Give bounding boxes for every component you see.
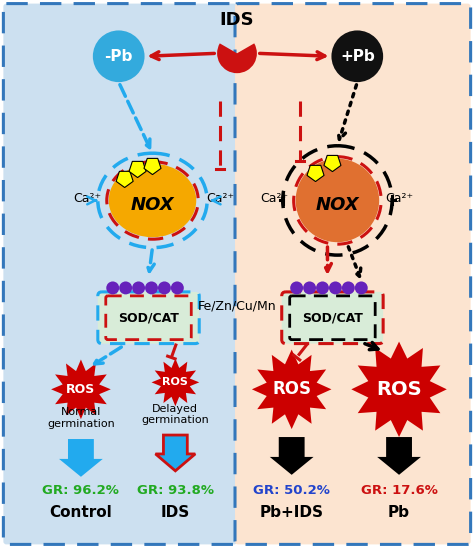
Circle shape — [290, 282, 303, 294]
Polygon shape — [51, 359, 111, 419]
Circle shape — [106, 282, 119, 294]
Circle shape — [329, 282, 342, 294]
Text: ROS: ROS — [66, 383, 96, 396]
Polygon shape — [155, 435, 195, 471]
Polygon shape — [59, 439, 103, 477]
Text: ROS: ROS — [376, 380, 422, 399]
Circle shape — [158, 282, 171, 294]
Text: Pb: Pb — [388, 505, 410, 520]
Text: Ca²⁺: Ca²⁺ — [261, 192, 289, 205]
Text: Ca²⁺: Ca²⁺ — [73, 192, 101, 205]
Circle shape — [331, 31, 383, 82]
Wedge shape — [217, 43, 257, 73]
Circle shape — [132, 282, 145, 294]
Text: Ca²⁺: Ca²⁺ — [206, 192, 234, 205]
Text: NOX: NOX — [131, 196, 174, 214]
Polygon shape — [152, 358, 199, 406]
Text: Normal
germination: Normal germination — [47, 408, 115, 429]
Circle shape — [355, 282, 368, 294]
Polygon shape — [377, 437, 421, 475]
Text: NOX: NOX — [316, 196, 359, 214]
Text: +Pb: +Pb — [340, 49, 374, 64]
Circle shape — [145, 282, 158, 294]
Text: Fe/Zn/Cu/Mn: Fe/Zn/Cu/Mn — [198, 299, 276, 312]
Text: SOD/CAT: SOD/CAT — [118, 311, 179, 324]
Circle shape — [342, 282, 355, 294]
Text: GR: 96.2%: GR: 96.2% — [43, 484, 119, 497]
Polygon shape — [252, 350, 331, 429]
Text: IDS: IDS — [219, 10, 255, 28]
Circle shape — [296, 159, 379, 242]
Text: -Pb: -Pb — [104, 49, 133, 64]
Text: SOD/CAT: SOD/CAT — [302, 311, 363, 324]
Text: IDS: IDS — [161, 505, 190, 520]
Ellipse shape — [109, 164, 196, 237]
FancyBboxPatch shape — [282, 292, 383, 344]
Circle shape — [93, 31, 145, 82]
Text: Control: Control — [50, 505, 112, 520]
Circle shape — [303, 282, 316, 294]
FancyBboxPatch shape — [98, 292, 199, 344]
Circle shape — [119, 282, 132, 294]
Text: ROS: ROS — [272, 380, 311, 398]
Text: Pb+IDS: Pb+IDS — [260, 505, 324, 520]
FancyBboxPatch shape — [235, 4, 471, 544]
Polygon shape — [270, 437, 313, 475]
Polygon shape — [351, 341, 447, 437]
Circle shape — [171, 282, 184, 294]
Text: GR: 93.8%: GR: 93.8% — [137, 484, 214, 497]
Text: ROS: ROS — [163, 378, 188, 387]
Text: GR: 50.2%: GR: 50.2% — [253, 484, 330, 497]
Text: GR: 17.6%: GR: 17.6% — [361, 484, 438, 497]
Text: Delayed
germination: Delayed germination — [141, 403, 209, 425]
FancyBboxPatch shape — [3, 4, 237, 544]
Text: Ca²⁺: Ca²⁺ — [385, 192, 413, 205]
Circle shape — [316, 282, 329, 294]
